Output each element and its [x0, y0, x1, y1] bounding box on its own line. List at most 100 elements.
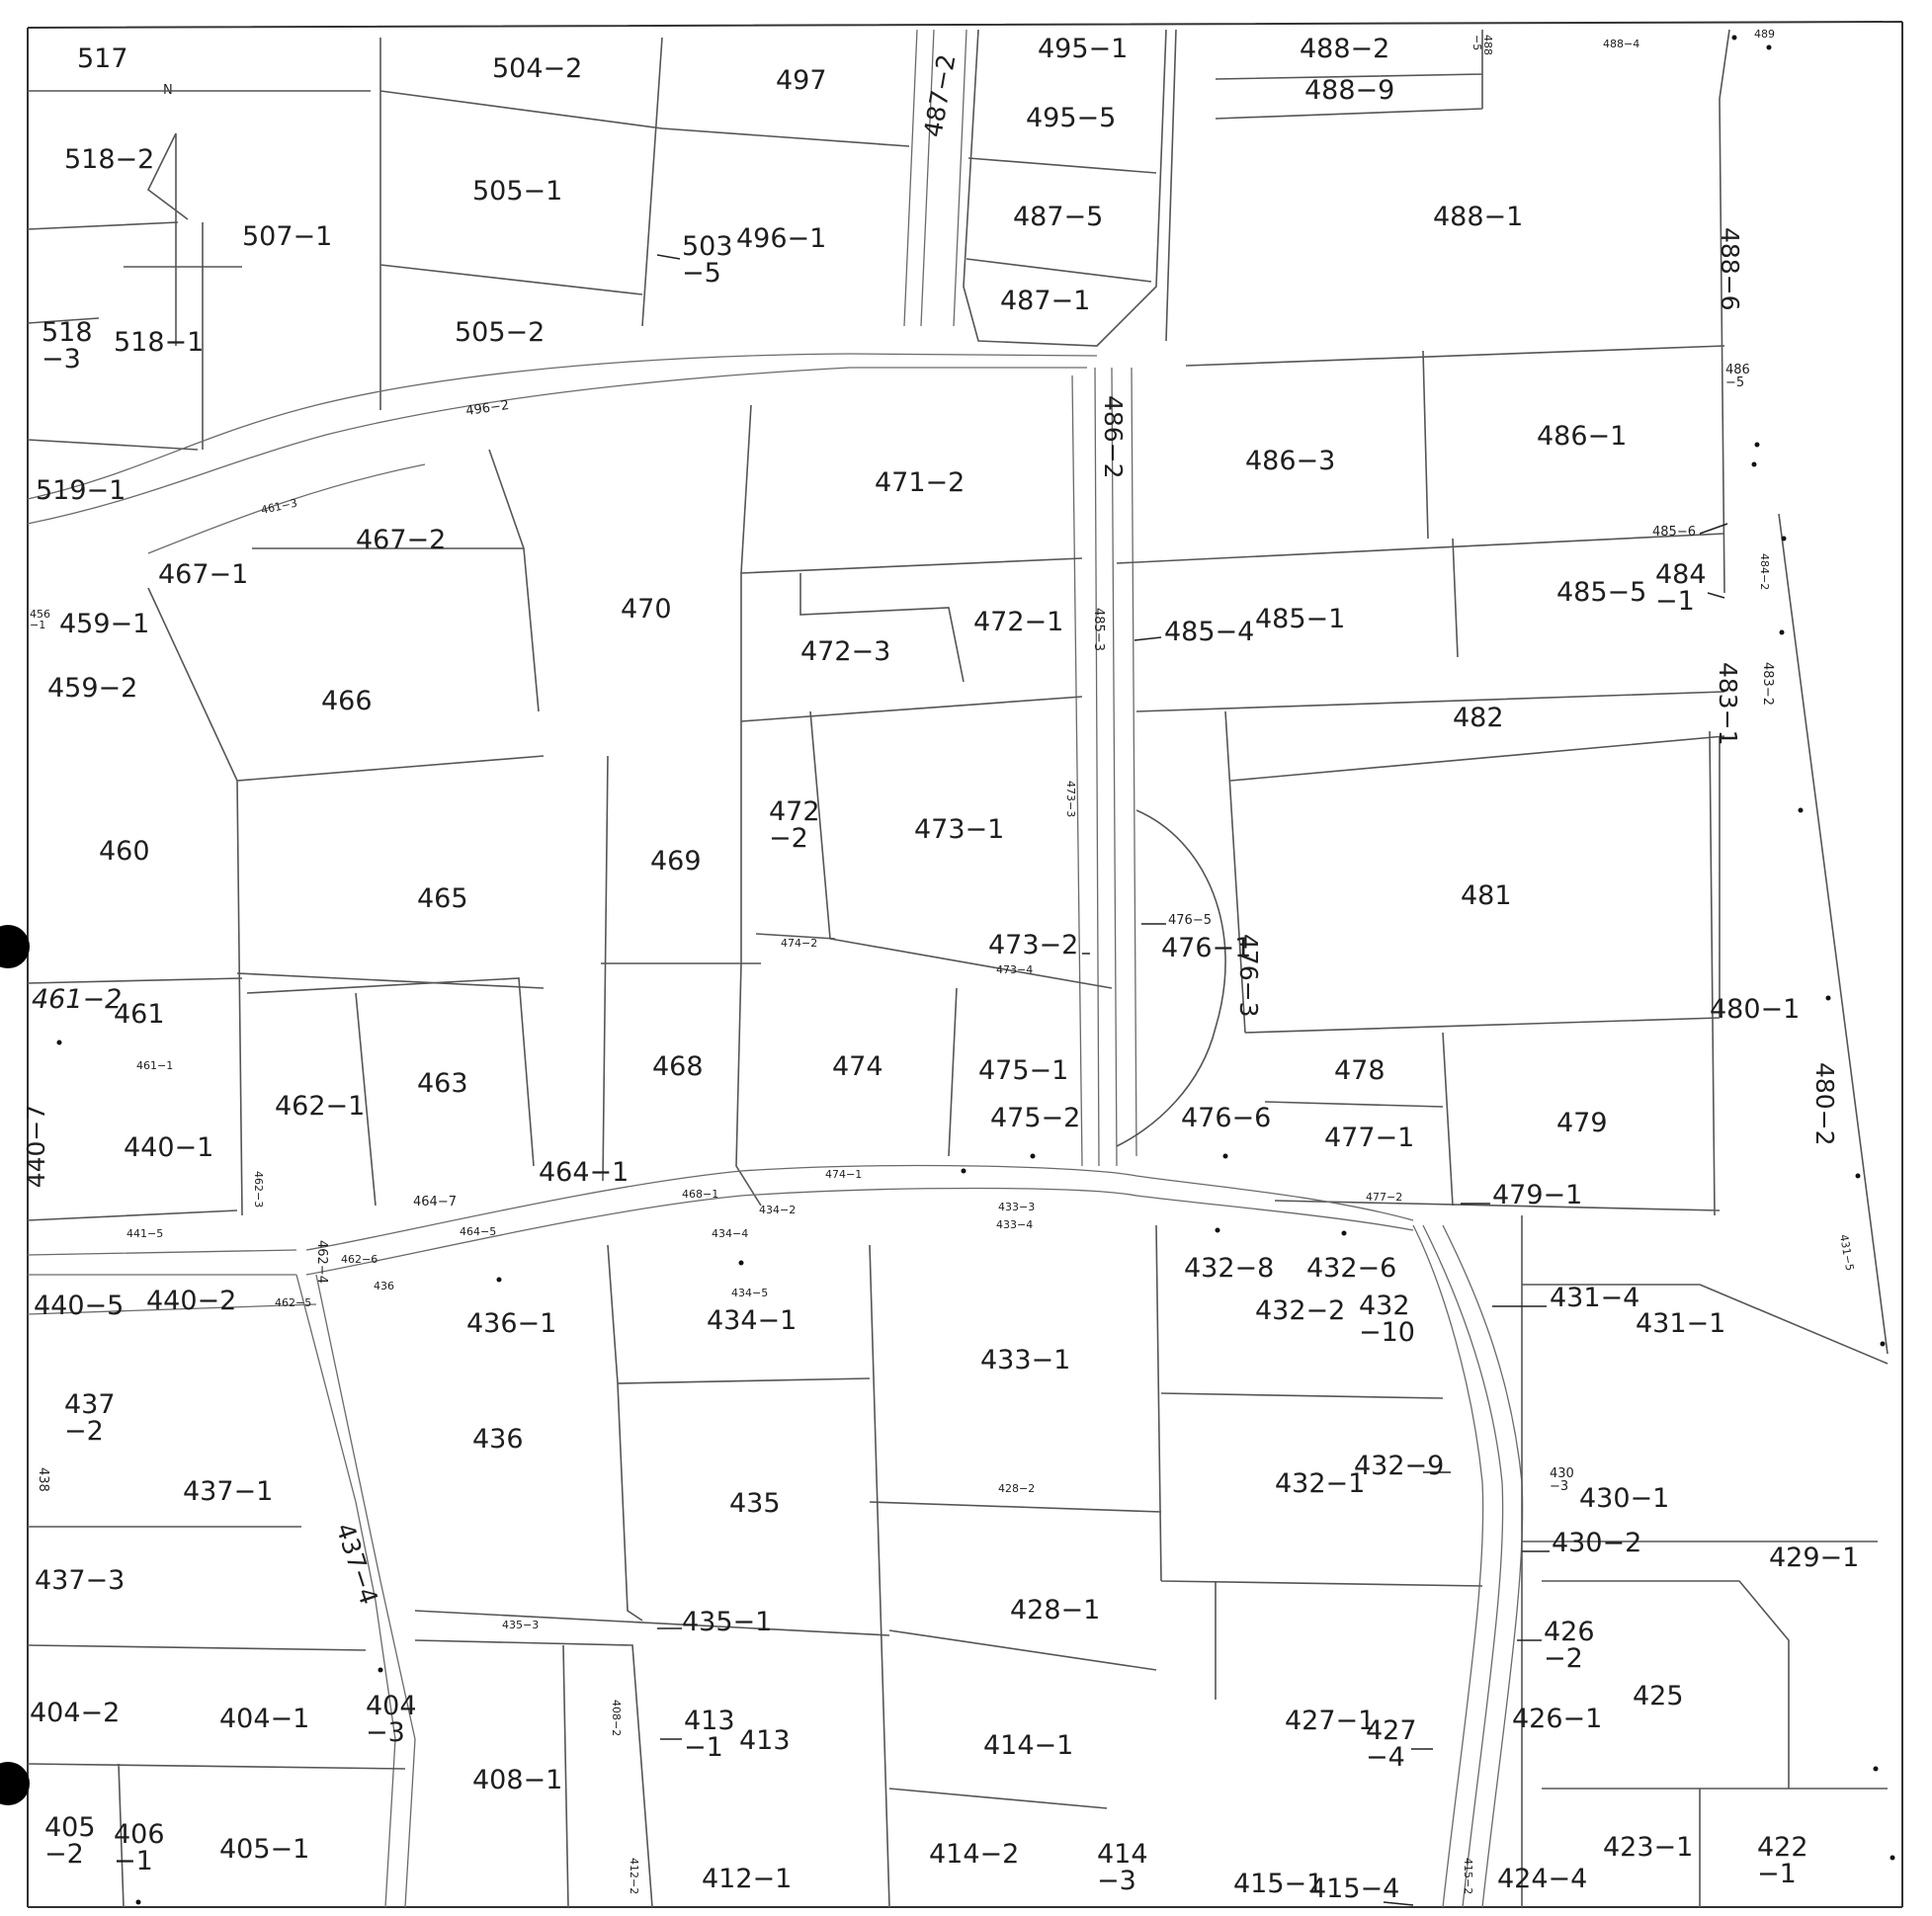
small-441-5: 441−5: [126, 1227, 163, 1240]
punch-hole-bottom: [0, 1762, 30, 1805]
parcel-434-1: 434−1: [707, 1305, 797, 1336]
parcel-413-1: 413 −1: [684, 1706, 735, 1763]
small-489: 489: [1754, 28, 1775, 41]
parcel-428-1: 428−1: [1010, 1595, 1100, 1625]
parcel-426-2: 426 −2: [1544, 1617, 1595, 1674]
parcel-422-1: 422 −1: [1757, 1832, 1808, 1889]
small-468-1: 468−1: [682, 1188, 718, 1201]
parcel-boundaries: [27, 29, 1889, 1908]
parcel-426-1: 426−1: [1512, 1704, 1602, 1734]
parcel-435-1: 435−1: [682, 1607, 772, 1637]
parcel-414-3: 414 −3: [1097, 1839, 1148, 1896]
parcel-404-1: 404−1: [219, 1704, 309, 1734]
parcel-432-10: 432 −10: [1359, 1291, 1415, 1348]
leader-arrows: [656, 254, 1728, 1906]
parcel-430-2: 430−2: [1552, 1528, 1641, 1558]
small-415-2: 415−2: [1462, 1858, 1474, 1894]
parcel-481: 481: [1461, 880, 1512, 911]
parcel-480-1: 480−1: [1710, 994, 1800, 1025]
parcel-504-2: 504−2: [492, 53, 582, 84]
small-484-2: 484−2: [1758, 553, 1771, 590]
parcel-488-1: 488−1: [1433, 202, 1523, 232]
small-433-3: 433−3: [998, 1201, 1035, 1213]
parcel-486-5: 486 −5: [1725, 363, 1750, 390]
parcel-473-1: 473−1: [914, 814, 1004, 845]
north-arrow-icon: N: [124, 83, 242, 346]
parcel-431-1: 431−1: [1636, 1308, 1725, 1339]
small-474-1: 474−1: [825, 1168, 862, 1181]
small-parcel-labels: 488−5 488−4 489 484−2 474−2 473−4 473−3 …: [30, 28, 1856, 1894]
small-477-2: 477−2: [1366, 1191, 1402, 1204]
parcel-485-1: 485−1: [1255, 604, 1345, 634]
small-428-2: 428−2: [998, 1482, 1035, 1495]
parcel-518-1: 518−1: [114, 327, 204, 358]
parcel-469: 469: [650, 846, 702, 876]
parcel-427-4: 427 −4: [1366, 1715, 1417, 1773]
small-488-5: 488−5: [1470, 35, 1494, 55]
parcel-485-5: 485−5: [1556, 577, 1646, 608]
parcel-440-1: 440−1: [124, 1132, 213, 1163]
parcel-466: 466: [321, 686, 373, 716]
parcel-505-2: 505−2: [455, 317, 545, 348]
parcel-408-1: 408−1: [472, 1765, 562, 1795]
parcel-413: 413: [739, 1725, 791, 1756]
parcel-436: 436: [472, 1424, 524, 1455]
parcel-414-2: 414−2: [929, 1839, 1019, 1870]
parcel-476-1: 476−1: [1161, 933, 1251, 963]
parcel-464-1: 464−1: [539, 1157, 629, 1188]
parcel-465: 465: [417, 883, 468, 914]
parcel-482: 482: [1453, 703, 1504, 733]
parcel-478: 478: [1334, 1055, 1386, 1086]
parcel-425: 425: [1633, 1681, 1684, 1711]
parcel-405-2: 405 −2: [44, 1812, 96, 1870]
parcel-468: 468: [652, 1051, 704, 1082]
small-434-5: 434−5: [731, 1287, 768, 1299]
small-435-3: 435−3: [502, 1619, 539, 1631]
parcel-475-1: 475−1: [978, 1055, 1068, 1086]
parcel-432-1: 432−1: [1275, 1468, 1365, 1499]
parcel-435: 435: [729, 1488, 781, 1519]
parcel-479-1: 479−1: [1492, 1180, 1582, 1210]
parcel-432-8: 432−8: [1184, 1253, 1274, 1284]
parcel-437-2: 437 −2: [64, 1389, 116, 1447]
small-434-4: 434−4: [712, 1227, 748, 1240]
parcel-476-6: 476−6: [1181, 1103, 1271, 1133]
parcel-485-3: 485−3: [1091, 608, 1106, 651]
parcel-433-1: 433−1: [980, 1345, 1070, 1375]
parcel-486-1: 486−1: [1537, 421, 1627, 452]
parcel-484-1: 484 −1: [1655, 559, 1707, 617]
parcel-488-6: 488−6: [1716, 227, 1744, 311]
parcel-432-9: 432−9: [1354, 1451, 1444, 1481]
small-464-5: 464−5: [460, 1225, 496, 1238]
parcel-437-3: 437−3: [35, 1565, 125, 1596]
small-473-3: 473−3: [1064, 781, 1077, 817]
parcel-406-1: 406 −1: [114, 1819, 165, 1876]
parcel-462-1: 462−1: [275, 1091, 365, 1122]
parcel-437-1: 437−1: [183, 1476, 273, 1507]
parcel-labels: 517 504−2 497 495−1 488−2 488−9 495−5 48…: [22, 34, 1859, 1904]
parcel-404-3: 404 −3: [366, 1691, 417, 1748]
parcel-461: 461: [114, 999, 165, 1030]
parcel-438: 438: [36, 1467, 50, 1492]
parcel-404-2: 404−2: [30, 1698, 120, 1728]
parcel-495-1: 495−1: [1038, 34, 1128, 64]
parcel-472-1: 472−1: [973, 607, 1063, 637]
parcel-488-2: 488−2: [1300, 34, 1389, 64]
small-462-5: 462−5: [275, 1296, 311, 1309]
parcel-436-1: 436−1: [466, 1308, 556, 1339]
parcel-477-1: 477−1: [1324, 1123, 1414, 1153]
small-473-4: 473−4: [996, 963, 1033, 976]
parcel-480-2: 480−2: [1810, 1062, 1839, 1146]
small-488-4: 488−4: [1603, 38, 1639, 50]
parcel-415-4: 415−4: [1309, 1874, 1399, 1904]
parcel-427-1: 427−1: [1285, 1706, 1375, 1736]
parcel-429-1: 429−1: [1769, 1542, 1859, 1573]
parcel-518-3: 518 −3: [42, 317, 93, 375]
parcel-483-1: 483−1: [1714, 662, 1742, 746]
parcel-430-1: 430−1: [1579, 1483, 1669, 1514]
parcel-495-5: 495−5: [1026, 103, 1116, 133]
parcel-496-2: 496−2: [464, 398, 510, 419]
parcel-486-2: 486−2: [1099, 395, 1128, 479]
parcel-497: 497: [776, 65, 827, 96]
small-462-3: 462−3: [252, 1171, 265, 1208]
